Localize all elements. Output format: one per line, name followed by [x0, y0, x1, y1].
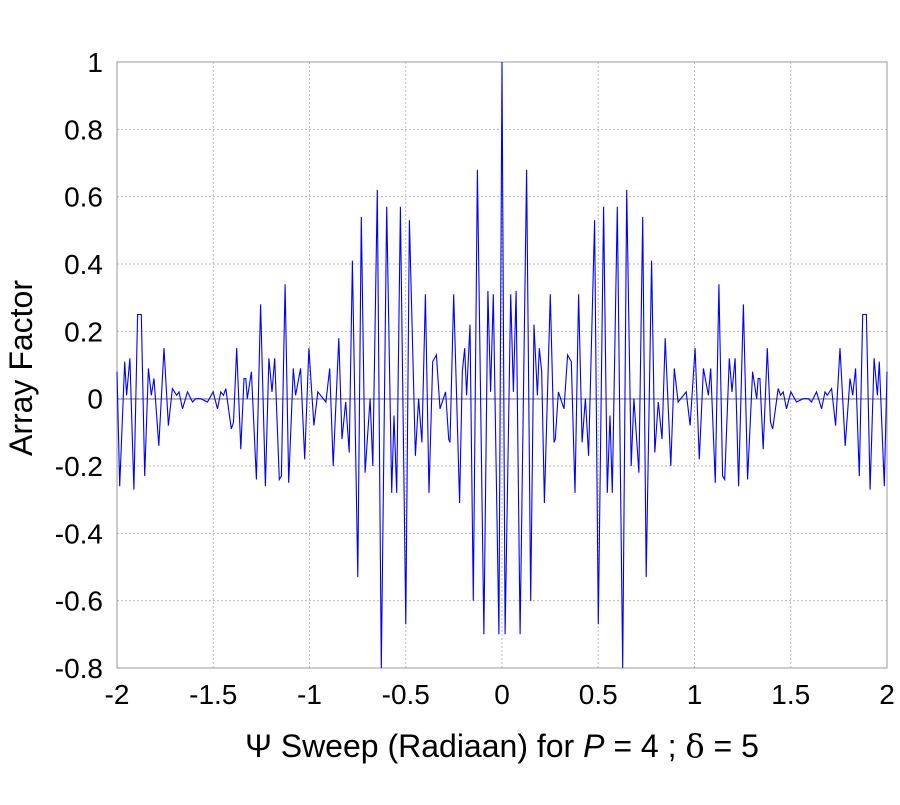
y-tick-label: -0.2	[55, 451, 103, 482]
x-tick-label: 0.5	[579, 679, 618, 710]
y-tick-label: 0.6	[64, 182, 103, 213]
y-tick-label: -0.8	[55, 653, 103, 684]
x-tick-label: -2	[105, 679, 130, 710]
x-axis-label: Ψ Sweep (Radiaan) for P = 4 ; δ = 5	[245, 727, 759, 765]
y-tick-label: -0.6	[55, 586, 103, 617]
y-tick-label: 0	[87, 384, 103, 415]
y-axis-label: Array Factor	[3, 280, 39, 456]
y-tick-label: -0.4	[55, 518, 103, 549]
x-tick-label: 2	[879, 679, 895, 710]
x-tick-label: 1.5	[771, 679, 810, 710]
series-line-array-factor	[116, 61, 888, 669]
y-tick-label: 0.4	[64, 249, 103, 280]
x-tick-label: -1.5	[189, 679, 237, 710]
y-tick-label: 0.2	[64, 316, 103, 347]
y-tick-label: 1	[87, 47, 103, 78]
x-tick-label: 1	[687, 679, 703, 710]
x-tick-label: -1	[297, 679, 322, 710]
y-tick-label: 0.8	[64, 114, 103, 145]
x-tick-labels: -2 -1.5 -1 -0.5 0 0.5 1 1.5 2	[105, 679, 895, 710]
x-tick-label: 0	[494, 679, 510, 710]
x-tick-label: -0.5	[382, 679, 430, 710]
y-tick-labels: 1 0.8 0.6 0.4 0.2 0 -0.2 -0.4 -0.6 -0.8	[55, 47, 103, 684]
